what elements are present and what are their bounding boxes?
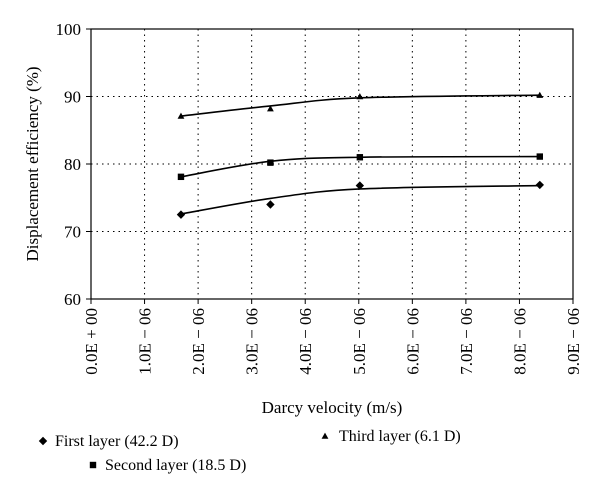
legend-triangle-marker <box>321 432 329 439</box>
triangle-marker <box>536 91 544 98</box>
x-axis-tick-labels: 0.0E + 00 1.0E − 06 2.0E − 06 3.0E − 06 4.0E… <box>82 308 583 375</box>
y-tick-label: 60 <box>64 290 81 309</box>
triangle-marker <box>356 93 364 100</box>
legend-label-second-layer: Second layer (18.5 D) <box>105 457 246 474</box>
legend-marker-square <box>89 461 97 469</box>
square-marker <box>177 173 185 181</box>
square-marker <box>536 153 543 160</box>
triangle-marker <box>177 112 185 119</box>
trend-line-series-1 <box>180 184 540 215</box>
legend-square-marker <box>89 461 97 469</box>
diamond-marker <box>266 200 275 209</box>
legend-item-first-layer: First layer (42.2 D) <box>38 433 179 450</box>
legend-label-first-layer: First layer (42.2 D) <box>55 433 179 450</box>
y-tick-label: 70 <box>64 223 81 242</box>
y-tick-label: 90 <box>64 88 81 107</box>
trend-line-series-3 <box>180 94 540 117</box>
legend-item-third-layer: Third layer (6.1 D) <box>321 428 461 445</box>
legend: First layer (42.2 D) Second layer (18.5 … <box>38 428 461 474</box>
legend-marker-triangle <box>321 432 329 439</box>
y-tick-label: 100 <box>56 20 82 39</box>
x-tick-label: 5.0E − 06 <box>350 308 369 375</box>
grid-lines <box>91 29 573 299</box>
x-tick-label: 0.0E + 00 <box>82 308 101 375</box>
diamond-marker <box>535 180 544 190</box>
x-tick-label: 6.0E − 06 <box>403 308 422 375</box>
trend-lines <box>180 94 540 215</box>
x-tick-label: 1.0E − 06 <box>136 308 155 375</box>
x-axis-title: Darcy velocity (m/s) <box>262 398 403 417</box>
legend-item-second-layer: Second layer (18.5 D) <box>89 457 246 474</box>
diamond-marker <box>176 210 186 219</box>
x-tick-label: 3.0E − 06 <box>243 308 262 375</box>
y-tick-label: 80 <box>64 155 81 174</box>
y-axis-tick-labels: 60 70 80 90 100 <box>56 20 82 309</box>
legend-marker-diamond <box>38 436 48 446</box>
x-tick-label: 2.0E − 06 <box>189 308 208 375</box>
trend-line-series-2 <box>180 155 540 178</box>
data-markers <box>176 91 544 219</box>
x-tick-label: 9.0E − 06 <box>564 308 583 375</box>
y-axis-title: Displacement efficiency (%) <box>23 66 42 261</box>
x-tick-label: 4.0E − 06 <box>296 308 315 375</box>
square-marker <box>267 159 274 166</box>
x-tick-label: 8.0E − 06 <box>510 308 529 375</box>
diamond-marker <box>355 181 365 190</box>
legend-label-third-layer: Third layer (6.1 D) <box>339 428 461 445</box>
triangle-marker <box>267 105 274 112</box>
legend-diamond-marker <box>38 436 48 446</box>
x-tick-label: 7.0E − 06 <box>457 308 476 375</box>
axis-ticks <box>86 28 574 304</box>
square-marker <box>356 154 364 161</box>
